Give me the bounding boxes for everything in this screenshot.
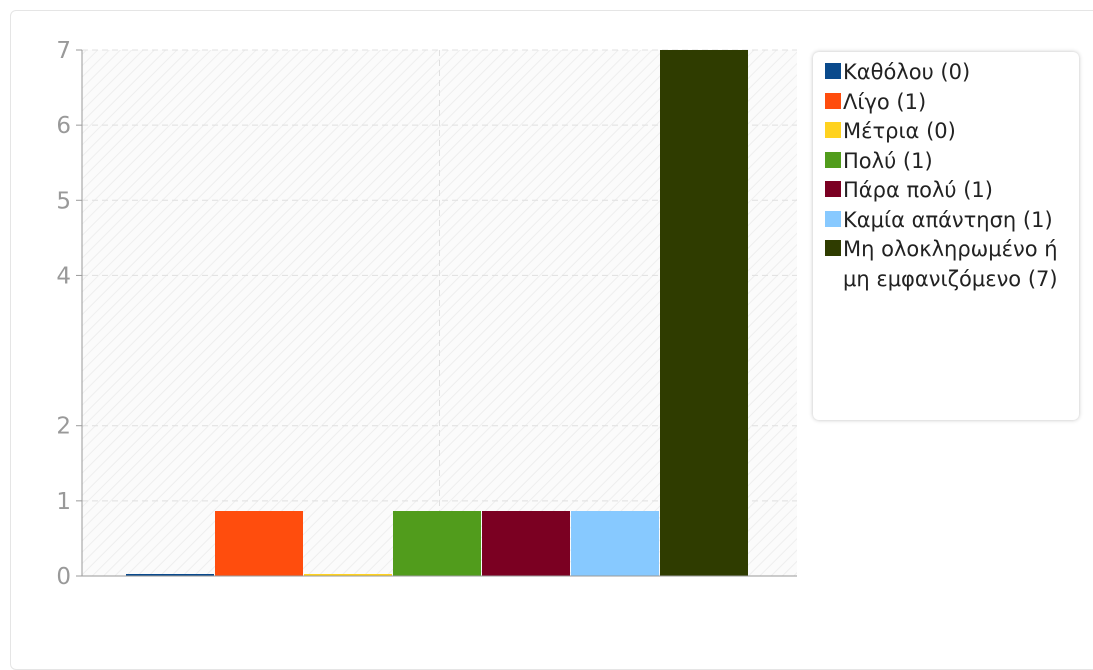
bar [393,511,481,576]
legend-item: Μη ολοκληρωμένο ή μη εμφανιζόμενο (7) [825,235,1079,294]
bar [215,511,303,576]
legend-item: Πάρα πολύ (1) [825,176,1079,206]
legend-label: Λίγο (1) [843,89,927,114]
legend-item: Καθόλου (0) [825,58,1079,88]
legend-item: Λίγο (1) [825,88,1079,118]
legend-swatch [825,181,841,197]
bar [571,511,659,576]
bar [660,50,748,576]
y-tick-label: 4 [56,263,71,289]
y-tick-label: 6 [56,113,71,139]
legend-swatch [825,63,841,79]
legend-label: Πάρα πολύ (1) [843,178,993,202]
y-tick-label: 2 [56,414,71,440]
legend-label: Καθόλου (0) [843,60,971,84]
legend-swatch [825,210,841,227]
legend-swatch [825,240,841,256]
legend-swatch [825,151,841,168]
bar [482,511,570,576]
legend-label: Πολύ (1) [843,148,933,173]
legend-item: Πολύ (1) [825,147,1079,177]
chart-legend: Καθόλου (0) Λίγο (1) Μέτρια (0) Πολύ (1) Πάρ… [813,52,1079,420]
legend-item: Μέτρια (0) [825,117,1079,147]
y-tick-label: 5 [56,188,71,214]
legend-swatch [825,122,841,138]
legend-label: Μέτρια (0) [843,119,956,143]
legend-item: Καμία απάντηση (1) [825,206,1079,236]
y-tick-label: 0 [56,564,71,590]
legend-label: Μη ολοκληρωμένο ή μη εμφανιζόμενο (7) [843,237,1058,291]
legend-swatch [825,92,841,109]
bar [126,574,214,576]
bar [304,574,392,576]
y-tick-label: 7 [56,38,71,64]
y-tick-label: 1 [56,489,71,515]
legend-label: Καμία απάντηση (1) [843,207,1053,232]
